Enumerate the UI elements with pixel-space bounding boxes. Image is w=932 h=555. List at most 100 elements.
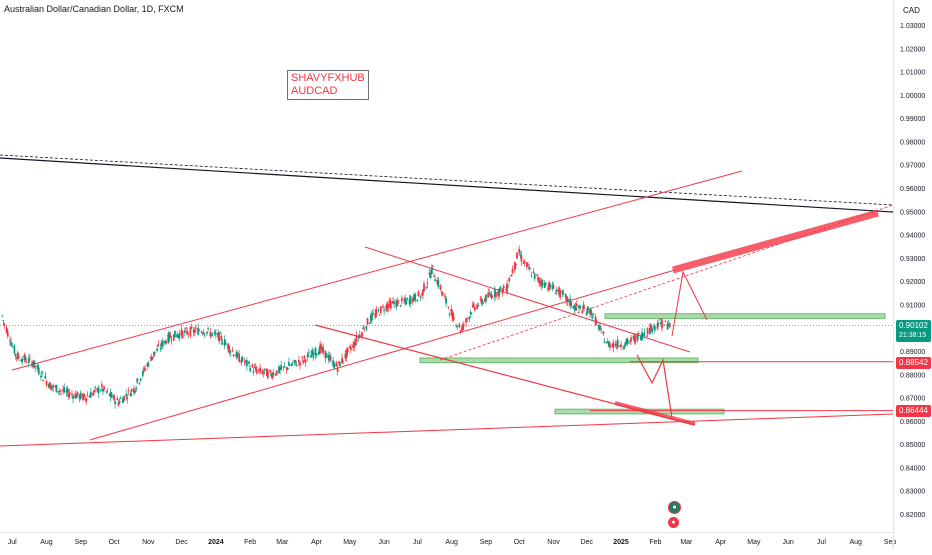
y-tick-label: 0.88000 [900,372,925,379]
candle-body [628,341,631,342]
candle-body [33,360,36,367]
candle-body [82,393,84,400]
candle-body [640,335,642,340]
candle-body [483,299,486,302]
candle-body [164,340,166,344]
candle-body [99,390,102,392]
y-tick-label: 0.91000 [900,302,925,309]
candle-body [328,355,331,361]
candle-body [624,342,627,347]
candle-body [533,273,536,279]
candle-body [10,342,12,346]
candle-body [645,335,648,337]
candle-body [626,339,629,344]
candle-body [348,346,351,348]
bearish-target-band [614,401,696,426]
candle-body [241,356,244,362]
candle-body [157,344,160,346]
candle-body [176,334,179,338]
symbol-annotation[interactable]: SHAVYFXHUB AUDCAD [287,70,369,100]
candle-body [336,368,339,372]
candle-body [543,283,546,288]
candle-body [365,326,368,330]
candle-body [89,391,92,398]
y-tick-label: 0.93000 [900,256,925,263]
candle-body [358,334,361,338]
x-tick-label: Oct [109,539,120,546]
candle-body [72,395,74,399]
candle-body [302,360,305,363]
candle-body [34,365,37,368]
candle-body [102,388,104,392]
y-tick-label: 1.00000 [900,93,925,100]
candle-body [419,296,422,298]
candle-body [207,328,210,330]
candle-body [197,327,200,335]
candle-body [92,392,94,396]
current-price: 0.90102 [899,321,928,330]
candle-body [465,318,467,323]
candle-body [404,298,407,302]
y-tick-label: 0.83000 [900,489,925,496]
candle-body [116,398,119,401]
candle-body [440,291,443,294]
channel-upper [11,170,743,371]
candle-body [103,386,105,390]
candle-body [136,378,139,383]
candle-body [566,298,569,303]
candle-body [516,252,518,259]
candle-body [266,370,269,378]
candle-body [508,277,511,282]
candle-body [221,343,224,345]
candle-body [570,301,573,307]
candle-body [27,358,30,364]
economic-event-icon[interactable]: ● [668,501,681,514]
candle-body [498,289,501,296]
candle-body [332,360,335,367]
candle-body [135,387,138,390]
candle-body [510,275,513,277]
candle-body [634,335,637,343]
flag-event-icon[interactable]: ● [668,517,679,528]
candle-body [456,326,459,327]
annotation-line-2: AUDCAD [291,85,338,97]
candle-body [47,384,50,388]
candle-body [125,394,128,397]
candle-body [480,299,483,304]
candle-body [469,312,472,314]
candle-body [23,354,26,361]
candle-body [561,290,564,294]
candle-body [154,351,156,353]
x-tick-label: Dec [580,539,593,546]
candle-body [579,306,581,309]
candle-body [211,332,214,334]
candle-body [497,291,500,297]
candle-body [167,333,170,343]
candle-body [396,300,399,307]
candle-body [151,356,154,358]
candle-body [600,328,603,330]
candle-body [28,357,31,359]
candle-body [602,331,605,334]
candle-body [143,367,145,370]
candle-body [113,395,115,401]
candle-body [607,342,610,347]
candle-body [636,333,639,341]
x-tick-label: Apr [311,539,323,546]
candle-body [185,328,187,329]
candle-body [447,306,450,308]
x-tick-label: Jul [413,539,422,546]
y-tick-label: 0.98000 [900,139,925,146]
candle-body [253,367,256,368]
candle-body [630,337,632,342]
candle-body [537,276,539,281]
candle-body [605,342,608,344]
candle-body [17,356,20,358]
candle-body [448,313,451,315]
candle-body [71,394,73,395]
candle-body [146,364,149,367]
candle-body [290,364,293,367]
candle-body [285,367,288,370]
